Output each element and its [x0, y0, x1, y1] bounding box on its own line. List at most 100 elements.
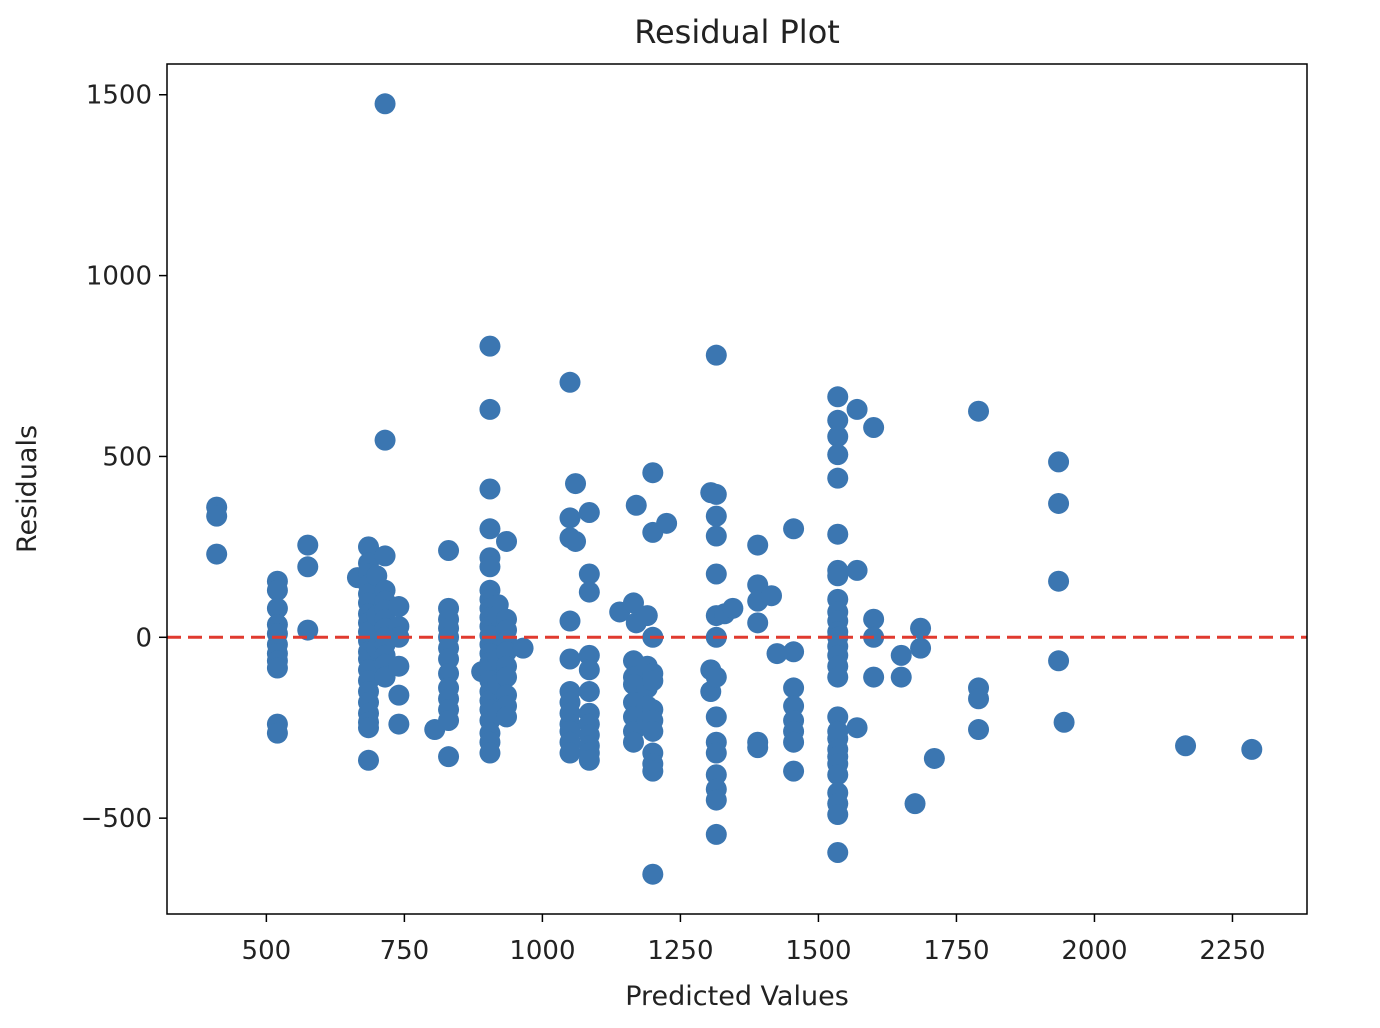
scatter-point — [578, 502, 600, 524]
scatter-point — [656, 512, 678, 534]
scatter-point — [705, 666, 727, 688]
scatter-point — [559, 742, 581, 764]
scatter-point — [266, 722, 288, 744]
scatter-point — [512, 637, 534, 659]
scatter-point — [846, 398, 868, 420]
scatter-point — [827, 386, 849, 408]
scatter-point — [827, 842, 849, 864]
scatter-point — [783, 731, 805, 753]
scatter-point — [910, 637, 932, 659]
scatter-point — [374, 545, 396, 567]
scatter-point — [766, 643, 788, 665]
scatter-point — [642, 670, 664, 692]
scatter-point — [578, 659, 600, 681]
scatter-point — [705, 525, 727, 547]
scatter-point — [827, 565, 849, 587]
scatter-point — [863, 666, 885, 688]
scatter-point — [827, 444, 849, 466]
scatter-point — [358, 717, 380, 739]
scatter-point — [904, 793, 926, 815]
scatter-point — [438, 539, 460, 561]
scatter-point — [479, 398, 501, 420]
scatter-point — [827, 764, 849, 786]
scatter-point — [565, 473, 587, 495]
scatter-point — [783, 760, 805, 782]
scatter-point — [496, 530, 518, 552]
scatter-point — [358, 536, 380, 558]
scatter-point — [479, 335, 501, 357]
x-tick-label: 750 — [380, 936, 430, 966]
scatter-point — [1048, 570, 1070, 592]
scatter-point — [1048, 451, 1070, 473]
chart-title: Residual Plot — [634, 13, 840, 51]
scatter-point — [297, 556, 319, 578]
scatter-point — [705, 483, 727, 505]
scatter-point — [388, 655, 410, 677]
scatter-point — [968, 400, 990, 422]
scatter-point — [827, 523, 849, 545]
scatter-point — [636, 605, 658, 627]
scatter-point — [578, 749, 600, 771]
scatter-point — [761, 585, 783, 607]
scatter-point — [438, 709, 460, 731]
scatter-point — [642, 863, 664, 885]
scatter-point — [297, 619, 319, 641]
x-tick-label: 1000 — [509, 936, 575, 966]
scatter-point — [783, 695, 805, 717]
scatter-point — [747, 534, 769, 556]
scatter-point — [705, 823, 727, 845]
scatter-point — [705, 706, 727, 728]
scatter-point — [559, 648, 581, 670]
scatter-point — [438, 746, 460, 768]
scatter-point — [479, 742, 501, 764]
scatter-point — [827, 426, 849, 448]
scatter-point — [374, 429, 396, 451]
scatter-point — [496, 666, 518, 688]
y-axis-ticks: −500 0 500 1000 1500 — [81, 81, 167, 834]
y-tick-label: 0 — [135, 623, 152, 653]
scatter-points — [206, 93, 1263, 885]
scatter-point — [747, 612, 769, 634]
y-tick-label: 1500 — [86, 81, 152, 111]
scatter-point — [358, 749, 380, 771]
scatter-point — [968, 719, 990, 741]
scatter-point — [388, 596, 410, 618]
scatter-point — [863, 608, 885, 630]
scatter-point — [705, 764, 727, 786]
x-tick-label: 2250 — [1199, 936, 1265, 966]
scatter-point — [206, 543, 228, 565]
scatter-point — [827, 706, 849, 728]
scatter-point — [559, 371, 581, 393]
x-axis-label: Predicted Values — [625, 981, 849, 1012]
y-tick-label: 500 — [102, 442, 152, 472]
scatter-point — [705, 505, 727, 527]
scatter-point — [625, 494, 647, 516]
scatter-point — [642, 462, 664, 484]
scatter-point — [846, 559, 868, 581]
scatter-point — [827, 666, 849, 688]
scatter-point — [968, 688, 990, 710]
scatter-point — [559, 507, 581, 529]
scatter-point — [827, 409, 849, 431]
scatter-point — [923, 747, 945, 769]
x-tick-label: 500 — [242, 936, 292, 966]
scatter-point — [266, 597, 288, 619]
scatter-point — [578, 681, 600, 703]
scatter-point — [705, 563, 727, 585]
scatter-point — [705, 742, 727, 764]
scatter-point — [438, 662, 460, 684]
scatter-point — [1241, 738, 1263, 760]
y-tick-label: −500 — [81, 804, 152, 834]
scatter-point — [266, 657, 288, 679]
scatter-point — [642, 720, 664, 742]
scatter-point — [559, 610, 581, 632]
scatter-point — [479, 556, 501, 578]
scatter-point — [1175, 735, 1197, 757]
scatter-point — [827, 804, 849, 826]
scatter-point — [565, 530, 587, 552]
scatter-point — [479, 478, 501, 500]
scatter-point — [578, 581, 600, 603]
scatter-point — [297, 534, 319, 556]
